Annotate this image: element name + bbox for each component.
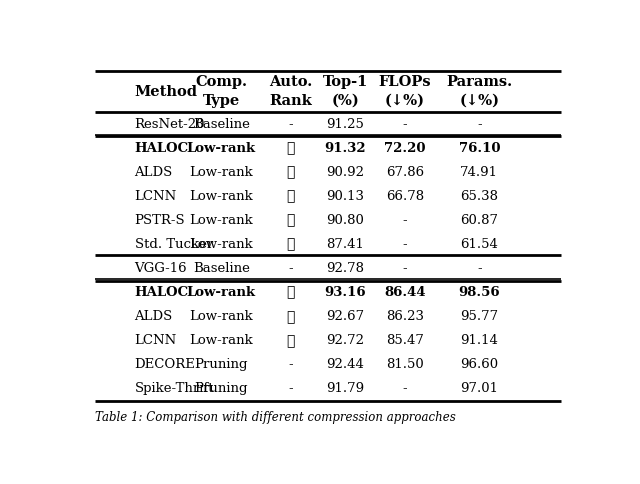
Text: ResNet-20: ResNet-20 <box>134 118 205 131</box>
Text: ALDS: ALDS <box>134 310 173 323</box>
Text: 86.23: 86.23 <box>386 310 424 323</box>
Text: ✓: ✓ <box>287 213 295 227</box>
Text: -: - <box>403 238 407 251</box>
Text: Low-rank: Low-rank <box>187 286 256 299</box>
Text: ✓: ✓ <box>287 310 295 324</box>
Text: HALOC: HALOC <box>134 142 189 155</box>
Text: 65.38: 65.38 <box>460 190 499 203</box>
Text: -: - <box>289 382 293 395</box>
Text: Rank: Rank <box>269 94 312 108</box>
Text: 61.54: 61.54 <box>460 238 498 251</box>
Text: ALDS: ALDS <box>134 166 173 179</box>
Text: 76.10: 76.10 <box>458 142 500 155</box>
Text: (↓%): (↓%) <box>460 94 499 108</box>
Text: 91.25: 91.25 <box>326 118 364 131</box>
Text: -: - <box>289 118 293 131</box>
Text: Low-rank: Low-rank <box>189 190 253 203</box>
Text: Low-rank: Low-rank <box>189 238 253 251</box>
Text: Auto.: Auto. <box>269 76 312 90</box>
Text: ✓: ✓ <box>287 141 295 155</box>
Text: Table 1: Comparison with different compression approaches: Table 1: Comparison with different compr… <box>95 411 456 424</box>
Text: LCNN: LCNN <box>134 190 177 203</box>
Text: 96.60: 96.60 <box>460 358 499 371</box>
Text: Low-rank: Low-rank <box>189 310 253 323</box>
Text: 74.91: 74.91 <box>460 166 499 179</box>
Text: ✗: ✗ <box>287 238 295 252</box>
Text: Low-rank: Low-rank <box>189 334 253 348</box>
Text: FLOPs: FLOPs <box>379 76 431 90</box>
Text: Method: Method <box>134 85 198 99</box>
Text: Spike-Thrift: Spike-Thrift <box>134 382 214 395</box>
Text: Top-1: Top-1 <box>323 76 368 90</box>
Text: Type: Type <box>203 94 240 108</box>
Text: -: - <box>403 118 407 131</box>
Text: PSTR-S: PSTR-S <box>134 214 185 227</box>
Text: Baseline: Baseline <box>193 118 250 131</box>
Text: -: - <box>289 262 293 275</box>
Text: -: - <box>477 262 481 275</box>
Text: ✓: ✓ <box>287 166 295 179</box>
Text: 72.20: 72.20 <box>384 142 426 155</box>
Text: Pruning: Pruning <box>195 382 248 395</box>
Text: VGG-16: VGG-16 <box>134 262 187 275</box>
Text: 81.50: 81.50 <box>386 358 424 371</box>
Text: 91.79: 91.79 <box>326 382 364 395</box>
Text: 90.80: 90.80 <box>326 214 364 227</box>
Text: -: - <box>403 262 407 275</box>
Text: -: - <box>289 358 293 371</box>
Text: (%): (%) <box>332 94 359 108</box>
Text: (↓%): (↓%) <box>385 94 425 108</box>
Text: LCNN: LCNN <box>134 334 177 348</box>
Text: 90.13: 90.13 <box>326 190 364 203</box>
Text: 66.78: 66.78 <box>386 190 424 203</box>
Text: 92.67: 92.67 <box>326 310 364 323</box>
Text: -: - <box>477 118 481 131</box>
Text: HALOC: HALOC <box>134 286 189 299</box>
Text: ✓: ✓ <box>287 189 295 203</box>
Text: 67.86: 67.86 <box>386 166 424 179</box>
Text: Low-rank: Low-rank <box>187 142 256 155</box>
Text: Baseline: Baseline <box>193 262 250 275</box>
Text: 85.47: 85.47 <box>386 334 424 348</box>
Text: Std. Tucker: Std. Tucker <box>134 238 213 251</box>
Text: 92.72: 92.72 <box>326 334 364 348</box>
Text: Low-rank: Low-rank <box>189 166 253 179</box>
Text: 90.92: 90.92 <box>326 166 364 179</box>
Text: DECORE: DECORE <box>134 358 195 371</box>
Text: ✓: ✓ <box>287 286 295 300</box>
Text: 95.77: 95.77 <box>460 310 499 323</box>
Text: ✓: ✓ <box>287 334 295 348</box>
Text: Pruning: Pruning <box>195 358 248 371</box>
Text: 91.32: 91.32 <box>324 142 366 155</box>
Text: Comp.: Comp. <box>195 76 247 90</box>
Text: 93.16: 93.16 <box>324 286 366 299</box>
Text: 87.41: 87.41 <box>326 238 364 251</box>
Text: 92.78: 92.78 <box>326 262 364 275</box>
Text: 98.56: 98.56 <box>458 286 500 299</box>
Text: 92.44: 92.44 <box>326 358 364 371</box>
Text: 97.01: 97.01 <box>460 382 499 395</box>
Text: Low-rank: Low-rank <box>189 214 253 227</box>
Text: 86.44: 86.44 <box>384 286 426 299</box>
Text: 60.87: 60.87 <box>460 214 499 227</box>
Text: -: - <box>403 214 407 227</box>
Text: -: - <box>403 382 407 395</box>
Text: Params.: Params. <box>446 76 513 90</box>
Text: 91.14: 91.14 <box>460 334 498 348</box>
